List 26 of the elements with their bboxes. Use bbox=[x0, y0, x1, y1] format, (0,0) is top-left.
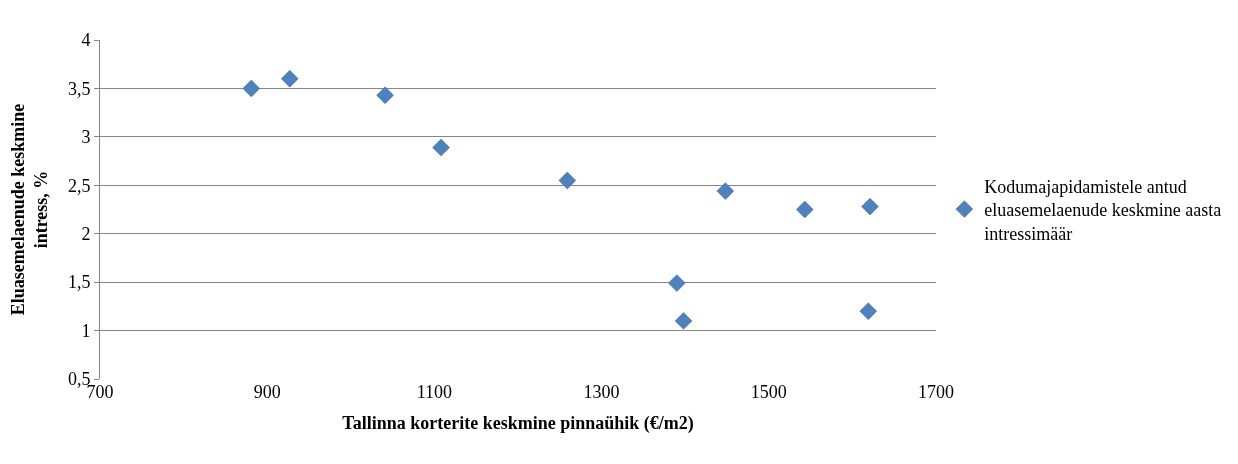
y-tick-label: 2,5 bbox=[67, 175, 91, 196]
point bbox=[716, 182, 735, 200]
x-axis-title: Tallinna korterite keskmine pinnaühik (€/m2) bbox=[342, 413, 694, 435]
point bbox=[376, 86, 394, 104]
y-axis-title: Eluasemelaenude keskmine intress, % bbox=[7, 103, 52, 316]
point bbox=[558, 171, 577, 190]
y-tick-label: 3,5 bbox=[67, 78, 91, 99]
y-tick-label: 2 bbox=[81, 224, 91, 245]
point bbox=[242, 79, 261, 98]
point bbox=[796, 200, 814, 219]
y-tick-label: 3 bbox=[81, 127, 91, 148]
legend-label: Kodumajapidamistele antud eluasemelaenude keskmine aasta intressimäär bbox=[984, 176, 1222, 244]
point bbox=[674, 312, 693, 330]
y-tick-label: 1 bbox=[81, 320, 91, 341]
point bbox=[668, 274, 686, 292]
point bbox=[281, 70, 299, 88]
x-tick-label: 1700 bbox=[918, 382, 954, 402]
point bbox=[432, 138, 450, 157]
y-tick-label: 4 bbox=[81, 30, 91, 51]
x-tick-label: 1100 bbox=[416, 382, 453, 402]
x-tick-label: 1500 bbox=[750, 382, 787, 402]
point bbox=[859, 302, 877, 320]
point bbox=[861, 197, 879, 216]
y-tick-label: 1,5 bbox=[67, 272, 91, 293]
x-tick-label: 1300 bbox=[583, 382, 620, 402]
x-tick-label: 900 bbox=[253, 382, 281, 402]
